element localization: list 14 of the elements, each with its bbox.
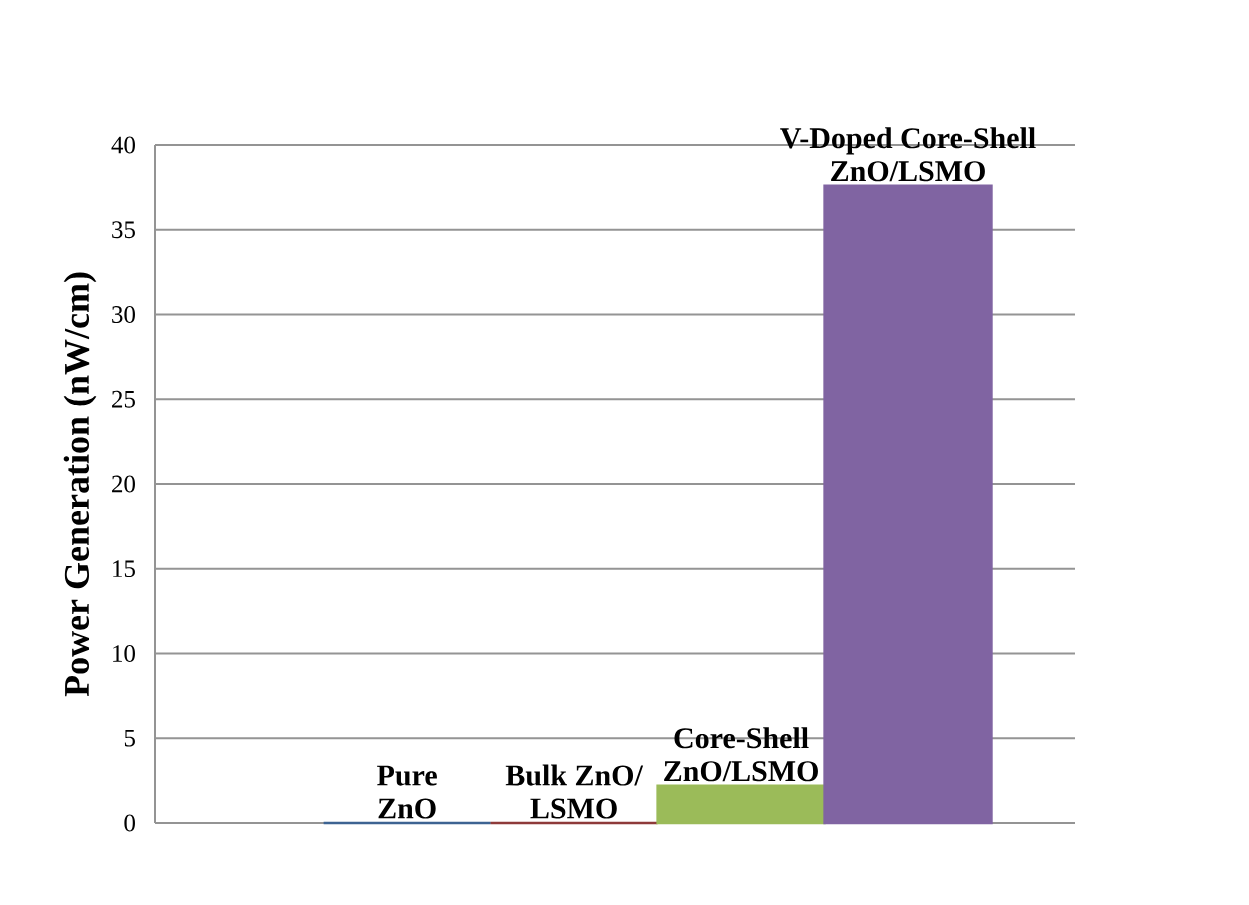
x-tick-label: Bulk ZnO/LSMO [505,764,644,819]
y-axis-title: Power Generation (nW/cm) [63,272,97,697]
y-tick-label: 30 [112,306,135,323]
y-tick-label: 5 [124,729,135,747]
y-tick-label: 10 [113,645,135,662]
x-tick-label: Pure ZnO [377,765,437,819]
y-tick-label: 25 [112,390,135,408]
y-tick-label: 15 [113,560,135,578]
y-tick-label: 40 [111,136,135,154]
x-tick-label: Core-Shell ZnO/LSMO [664,727,818,782]
y-tick-label: 0 [124,814,135,832]
y-tick-label: 35 [112,221,135,239]
y-tick-label: 20 [112,475,135,493]
x-tick-label: V-Doped Core-Shell ZnO/LSMO [780,127,1036,182]
